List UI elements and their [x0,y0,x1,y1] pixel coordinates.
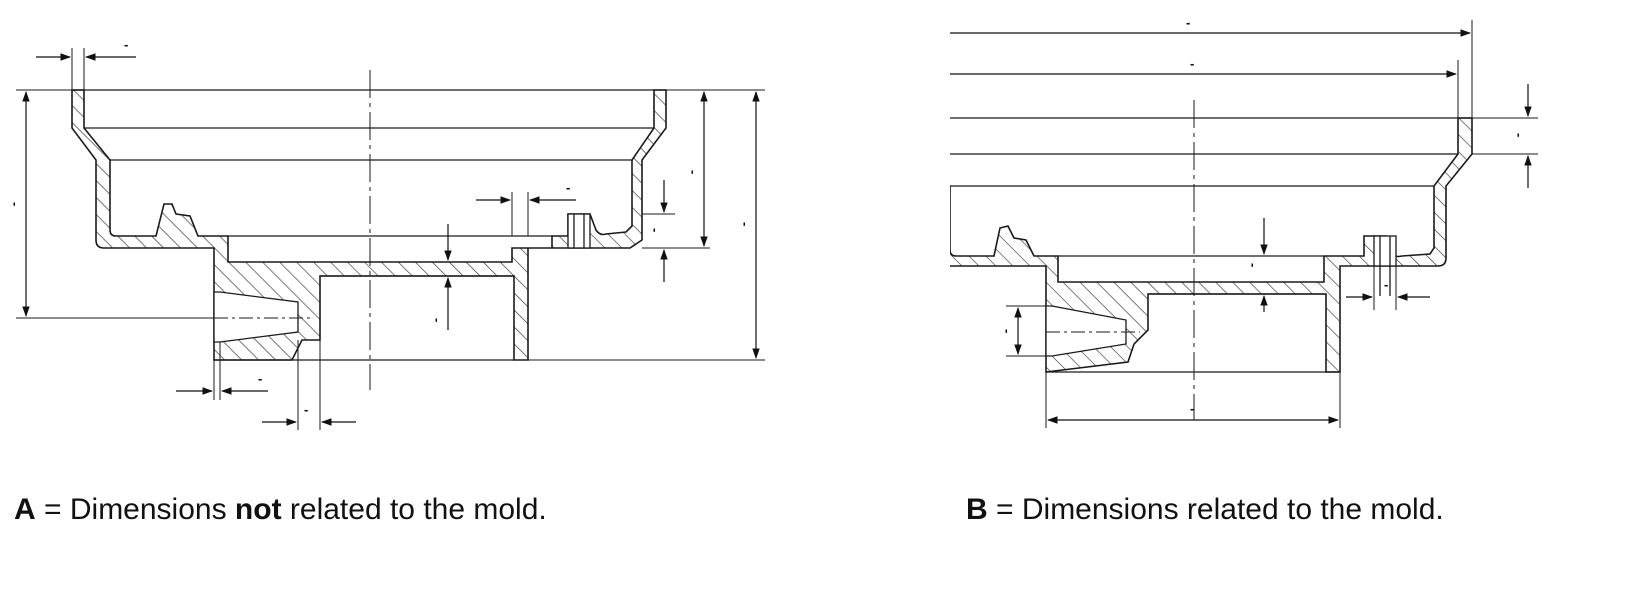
dimension-label-b-2: - [1190,56,1194,71]
caption-a-letter: A [14,493,36,526]
caption-a: A = Dimensions not related to the mold. [14,492,547,528]
dimension-label-b-1: - [1186,15,1190,30]
section-profile-lines-b [950,117,1472,373]
extension-lines-a [16,48,765,430]
caption-b-text: = Dimensions related to the mold. [987,493,1444,526]
dimension-label-a-7: - [430,318,445,322]
section-profile-lines-a [72,89,666,361]
dimension-lines-b [950,29,1532,424]
dimension-label-a-4: - [686,170,701,174]
dimension-label-b-5: - [1384,277,1388,292]
dimension-label-b-3: - [1512,133,1527,137]
dimension-label-a-9: - [304,402,308,417]
dimension-label-b-7: - [1190,401,1194,416]
dimension-label-b-4: - [1246,263,1261,267]
dimension-label-a-8: - [258,371,262,386]
caption-b-letter: B [966,493,988,526]
dimension-lines-a [22,53,760,426]
caption-b: B = Dimensions related to the mold. [966,492,1444,528]
dimension-label-a-3: - [566,180,570,195]
extension-lines-b [1006,20,1538,428]
caption-a-pre: = Dimensions [35,493,235,526]
dimension-label-b-6: - [1000,329,1015,333]
dimension-label-a-1: - [124,37,128,52]
dimension-label-a-2: - [8,202,23,206]
caption-a-emphasis: not [234,493,282,526]
dimension-label-a-5: - [738,222,753,226]
technical-drawing-a: - - - - - - - - - [8,37,765,430]
gate-insert-a [213,291,299,343]
dimension-label-a-6: - [648,228,663,232]
caption-a-post: related to the mold. [281,493,547,526]
section-wall-b [950,117,1473,373]
technical-drawing-b: - - - - - - - [950,15,1538,428]
